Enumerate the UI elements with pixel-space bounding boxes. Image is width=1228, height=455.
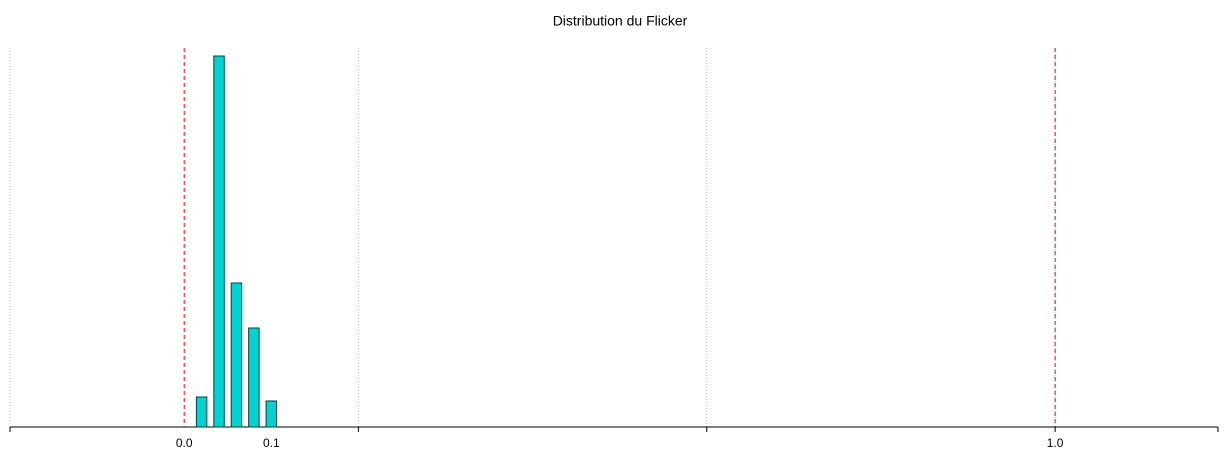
x-tick-label: 0.0 xyxy=(176,436,193,450)
bar xyxy=(248,327,260,428)
bar xyxy=(265,400,278,428)
chart-title: Distribution du Flicker xyxy=(553,13,688,29)
bar xyxy=(230,282,243,428)
x-tick-label: 1.0 xyxy=(1047,436,1064,450)
x-tick-label: 0.1 xyxy=(263,436,280,450)
bar xyxy=(213,55,225,428)
bar xyxy=(195,396,208,428)
